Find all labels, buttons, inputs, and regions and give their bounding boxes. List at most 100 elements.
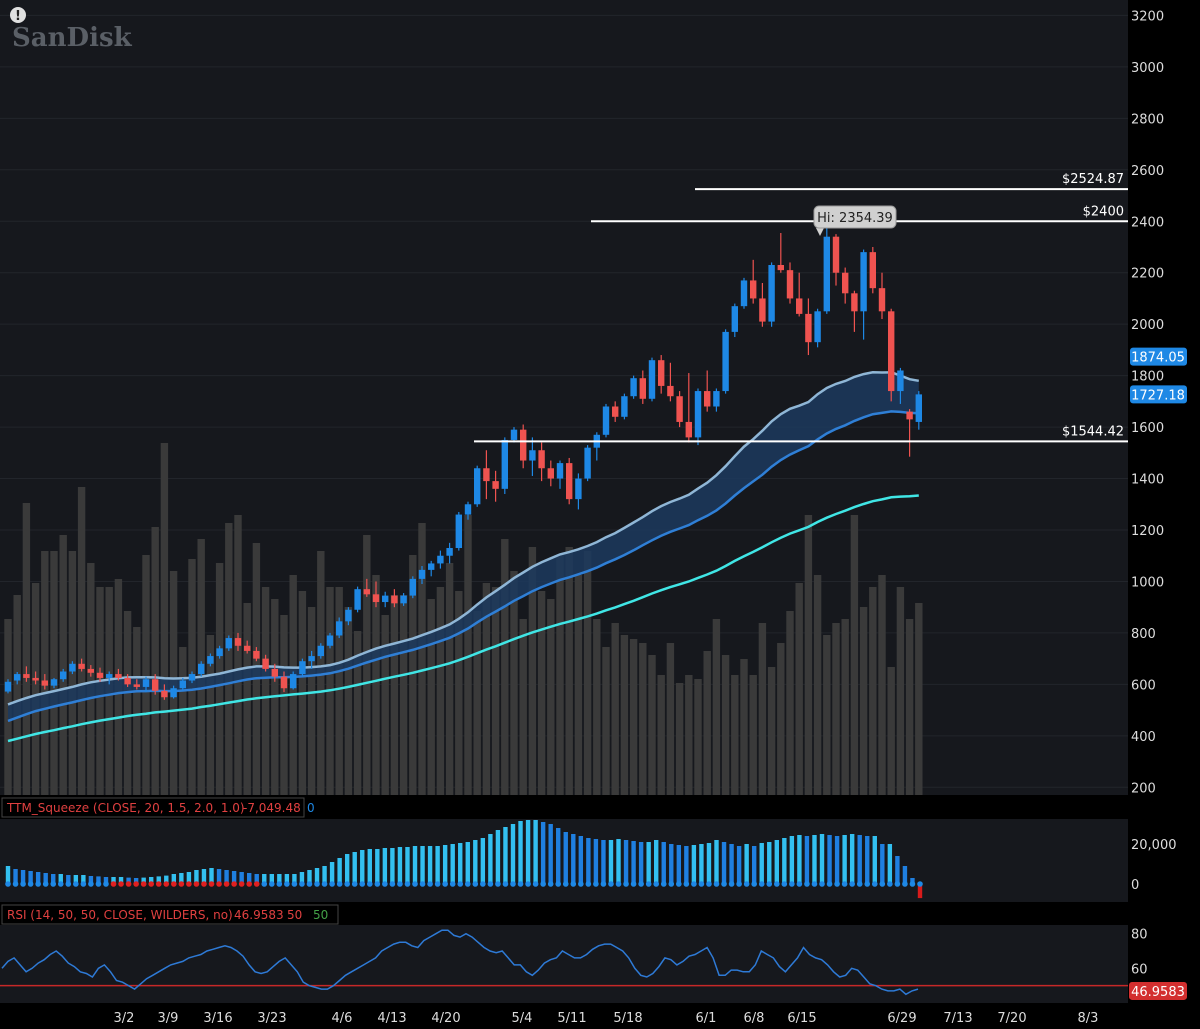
squeeze-dot [826, 881, 833, 887]
squeeze-bar [375, 849, 380, 884]
volume-bar [611, 623, 619, 795]
rsi-value-tag-box [1129, 981, 1187, 1000]
squeeze-dot [193, 881, 200, 887]
candle-body [382, 595, 389, 603]
date-tick: 6/8 [744, 1011, 765, 1026]
squeeze-bar [5, 866, 11, 884]
squeeze-bar [224, 870, 229, 884]
squeeze-dot [110, 881, 117, 887]
volume-bar [160, 443, 169, 795]
squeeze-dot [676, 881, 682, 887]
squeeze-bar [767, 842, 772, 884]
volume-bar [13, 595, 21, 795]
volume-bar [905, 619, 914, 795]
squeeze-dot [140, 881, 147, 887]
price-tag-box [1130, 347, 1187, 366]
candle-body [556, 463, 564, 479]
squeeze-bar [518, 821, 523, 884]
candle-body [207, 656, 214, 664]
squeeze-dot [253, 881, 260, 887]
price-tick: 1000 [1131, 575, 1164, 590]
squeeze-dot [118, 881, 124, 887]
volume-bar [372, 575, 380, 795]
volume-bar [629, 639, 638, 795]
candle-body [612, 406, 619, 417]
squeeze-bar [13, 869, 18, 884]
date-tick: 3/16 [203, 1011, 232, 1026]
squeeze-bar [164, 875, 169, 884]
date-tick: 6/29 [887, 1011, 916, 1026]
high-annotation: Hi: 2354.39 [813, 205, 897, 236]
squeeze-dot [766, 881, 773, 887]
volume-bar [896, 587, 905, 795]
candle-body [4, 681, 12, 692]
volume-bar [123, 611, 132, 795]
squeeze-bar [684, 846, 689, 884]
volume-bar [519, 619, 527, 795]
squeeze-dot [12, 881, 19, 887]
squeeze-bar [450, 844, 455, 884]
volume-bar [151, 527, 159, 795]
squeeze-bar [284, 874, 290, 884]
squeeze-dot [42, 881, 49, 887]
squeeze-dot [691, 881, 697, 887]
squeeze-dot [291, 881, 298, 887]
squeeze-dot [186, 881, 192, 887]
candle-body [860, 252, 867, 312]
volume-bar [777, 643, 785, 795]
squeeze-bar [171, 874, 177, 884]
candle-body [639, 378, 646, 399]
candle-body [225, 638, 232, 649]
squeeze-bar [322, 866, 327, 884]
ttm-squeeze-title: TTM_Squeeze (CLOSE, 20, 1.5, 2.0, 1.0) [6, 801, 245, 815]
candle-body [124, 677, 131, 685]
alert-icon[interactable] [10, 7, 26, 23]
squeeze-bar [495, 830, 501, 884]
squeeze-bar [442, 845, 448, 884]
squeeze-bar [420, 846, 425, 884]
candle-body [768, 265, 775, 322]
price-panel[interactable] [0, 0, 1128, 795]
squeeze-bar [133, 878, 139, 884]
squeeze-bar [571, 834, 576, 884]
squeeze-dot [374, 881, 381, 887]
candle-body [133, 684, 140, 687]
candle-body [280, 676, 288, 689]
candlesticks [4, 226, 922, 700]
squeeze-bar [827, 835, 832, 884]
candle-body [317, 645, 324, 657]
squeeze-dot [668, 881, 675, 887]
rsi-value-tag: 46.9583 [1131, 985, 1185, 1000]
squeeze-bar [706, 843, 712, 884]
squeeze-bar [149, 877, 154, 884]
squeeze-dot [178, 881, 185, 887]
candle-body [851, 293, 858, 312]
candle-body [474, 468, 481, 505]
candle-body [234, 638, 242, 646]
price-tick: 2800 [1131, 112, 1164, 127]
candle-body [87, 668, 94, 673]
squeeze-bar [699, 844, 704, 884]
squeeze-bar [895, 856, 900, 884]
squeeze-bar [563, 832, 568, 884]
candle-body [336, 621, 343, 636]
squeeze-bar [314, 868, 320, 884]
candle-body [50, 679, 58, 686]
squeeze-bar [390, 848, 395, 884]
squeeze-dot [630, 881, 637, 887]
squeeze-bar [578, 836, 584, 884]
squeeze-bar [533, 820, 538, 884]
rsi-title: RSI (14, 50, 50, CLOSE, WILDERS, no) [7, 908, 233, 922]
squeeze-dot [547, 881, 554, 887]
volume-bar [648, 655, 656, 795]
squeeze-dot [638, 881, 644, 887]
date-tick: 7/20 [997, 1011, 1026, 1026]
squeeze-bar [239, 872, 244, 884]
candle-body [290, 674, 297, 689]
squeeze-bar [465, 842, 470, 884]
squeeze-dot [80, 881, 87, 887]
squeeze-bar [714, 840, 719, 884]
squeeze-dot [464, 881, 471, 887]
squeeze-bar [653, 840, 659, 884]
